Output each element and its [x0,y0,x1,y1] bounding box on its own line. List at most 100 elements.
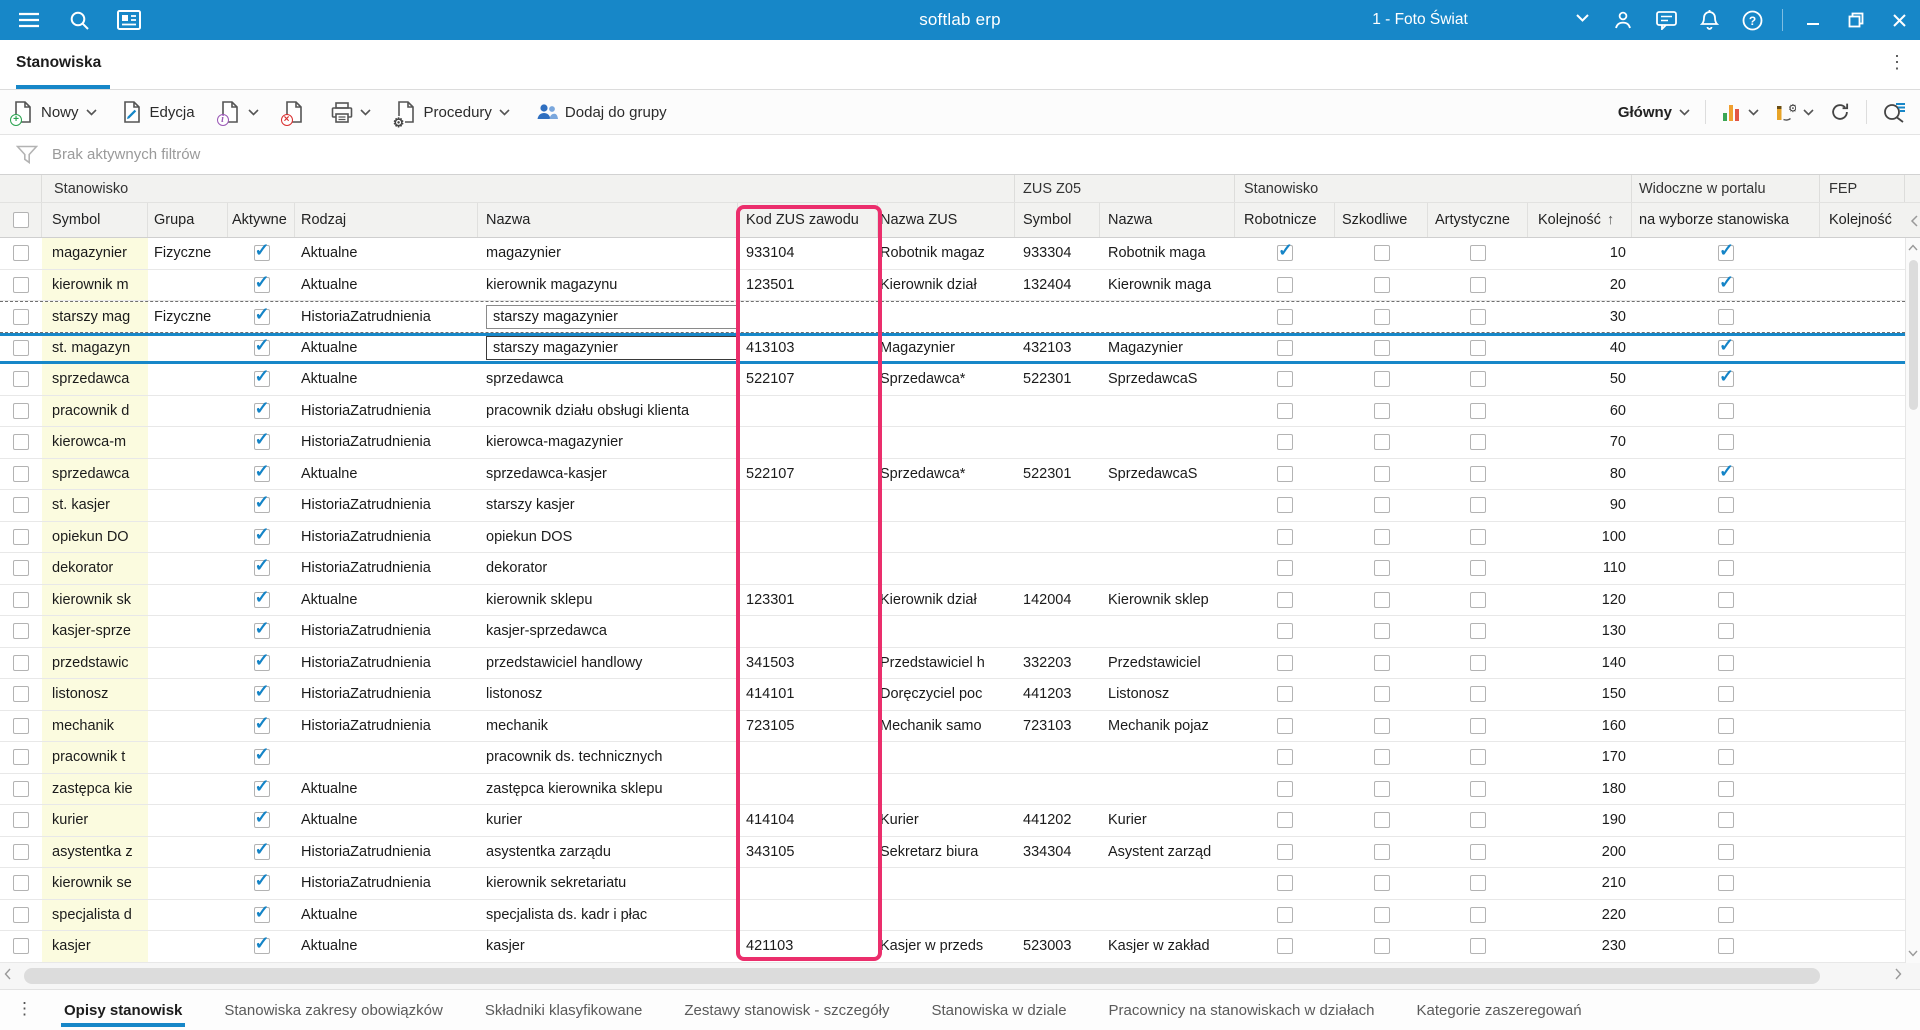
artystyczne-checkbox[interactable] [1470,843,1486,860]
aktywne-checkbox[interactable] [253,587,270,608]
artystyczne-checkbox[interactable] [1470,276,1486,293]
szkodliwe-checkbox[interactable] [1373,465,1390,482]
szkodliwe-checkbox[interactable] [1373,560,1390,577]
add-to-group-button[interactable]: Dodaj do grupy [536,103,667,121]
delete-document-button[interactable]: × [280,101,305,126]
search-rows-button[interactable] [1882,101,1906,123]
row-checkbox[interactable] [13,560,29,577]
na-wyborze-checkbox[interactable] [1718,623,1734,640]
row-checkbox[interactable] [13,843,29,860]
szkodliwe-checkbox[interactable] [1373,717,1390,734]
horizontal-scroll-thumb[interactable] [24,968,1820,984]
row-select-cell[interactable] [0,742,42,773]
row-select-cell[interactable] [0,805,42,836]
row-checkbox[interactable] [13,591,29,608]
na-wyborze-checkbox[interactable] [1718,560,1734,577]
header-na-wyborze[interactable]: na wyborze stanowiska [1632,203,1820,237]
artystyczne-checkbox[interactable] [1470,402,1486,419]
aktywne-checkbox[interactable] [253,744,270,766]
filter-funnel-icon[interactable] [16,145,38,164]
row-checkbox[interactable] [13,938,29,955]
row-checkbox[interactable] [13,402,29,419]
table-row[interactable]: kierowca-m HistoriaZatrudnienia kierowca… [0,427,1905,459]
footer-tab[interactable]: Stanowiska w dziale [931,1001,1067,1019]
row-select-cell[interactable] [0,427,42,458]
szkodliwe-checkbox[interactable] [1373,308,1390,325]
new-chevron-down-icon[interactable] [85,108,97,116]
artystyczne-checkbox[interactable] [1470,717,1486,734]
table-row[interactable]: st. kasjer HistoriaZatrudnienia starszy … [0,490,1905,522]
row-checkbox[interactable] [13,875,29,892]
na-wyborze-checkbox[interactable] [1718,461,1734,482]
row-checkbox[interactable] [13,749,29,766]
aktywne-checkbox[interactable] [253,902,270,923]
vertical-scroll-thumb[interactable] [1909,260,1918,410]
robotnicze-checkbox[interactable] [1277,371,1293,388]
table-row[interactable]: specjalista d Aktualne specjalista ds. k… [0,899,1905,931]
row-select-cell[interactable] [0,679,42,710]
row-checkbox[interactable] [13,465,29,482]
user-icon[interactable] [1610,7,1636,33]
table-row[interactable]: magazynier Fizyczne Aktualne magazynier … [0,238,1905,270]
row-select-cell[interactable] [0,648,42,679]
robotnicze-checkbox[interactable] [1277,812,1293,829]
collapse-panel-chevron-icon[interactable] [1910,215,1918,227]
table-row[interactable]: starszy mag Fizyczne HistoriaZatrudnieni… [0,301,1905,333]
robotnicze-checkbox[interactable] [1277,497,1293,514]
table-row[interactable]: kurier Aktualne kurier 414104 Kurier 441… [0,805,1905,837]
artystyczne-checkbox[interactable] [1470,434,1486,451]
szkodliwe-checkbox[interactable] [1373,245,1390,262]
robotnicze-checkbox[interactable] [1277,843,1293,860]
aktywne-checkbox[interactable] [253,807,270,829]
szkodliwe-checkbox[interactable] [1373,434,1390,451]
header-rodzaj[interactable]: Rodzaj [295,203,478,237]
aktywne-checkbox[interactable] [253,240,270,262]
table-row[interactable]: mechanik HistoriaZatrudnienia mechanik 7… [0,710,1905,742]
footer-tab[interactable]: Składniki klasyfikowane [484,1001,643,1019]
artystyczne-checkbox[interactable] [1470,528,1486,545]
szkodliwe-checkbox[interactable] [1373,812,1390,829]
table-row[interactable]: sprzedawca Aktualne sprzedawca-kasjer 52… [0,458,1905,490]
robotnicze-checkbox[interactable] [1277,340,1293,357]
szkodliwe-checkbox[interactable] [1373,843,1390,860]
row-select-cell[interactable] [0,585,42,616]
row-select-cell[interactable] [0,553,42,584]
table-row[interactable]: kasjer-sprze HistoriaZatrudnienia kasjer… [0,616,1905,648]
szkodliwe-checkbox[interactable] [1373,340,1390,357]
company-chevron-down-icon[interactable] [1576,14,1589,22]
procedures-button[interactable]: ⚙ Procedury [392,101,510,129]
close-button[interactable] [1886,7,1912,33]
row-select-cell[interactable] [0,336,42,362]
robotnicze-checkbox[interactable] [1277,591,1293,608]
na-wyborze-checkbox[interactable] [1718,906,1734,923]
vertical-scrollbar[interactable] [1905,238,1920,963]
header-kolejnosc[interactable]: Kolejność ↑ [1528,203,1632,237]
na-wyborze-checkbox[interactable] [1718,749,1734,766]
szkodliwe-checkbox[interactable] [1373,875,1390,892]
footer-tab[interactable]: Kategorie zaszeregowań [1416,1001,1582,1019]
artystyczne-checkbox[interactable] [1470,371,1486,388]
tab-stanowiska[interactable]: Stanowiska [16,54,102,71]
header-artystyczne[interactable]: Artystyczne [1428,203,1528,237]
analysis-settings-button[interactable]: ⚙ [1774,102,1814,122]
na-wyborze-checkbox[interactable] [1718,875,1734,892]
aktywne-checkbox[interactable] [253,933,270,955]
artystyczne-checkbox[interactable] [1470,812,1486,829]
header-kod-zus[interactable]: Kod ZUS zawodu [738,203,878,237]
header-z05-symbol[interactable]: Symbol [1015,203,1100,237]
messages-icon[interactable] [1653,7,1679,33]
artystyczne-checkbox[interactable] [1470,938,1486,955]
robotnicze-checkbox[interactable] [1277,686,1293,703]
szkodliwe-checkbox[interactable] [1373,528,1390,545]
robotnicze-checkbox[interactable] [1277,276,1293,293]
row-checkbox[interactable] [13,717,29,734]
aktywne-checkbox[interactable] [253,524,270,545]
robotnicze-checkbox[interactable] [1277,465,1293,482]
print-chevron-down-icon[interactable] [359,108,371,116]
cards-view-icon[interactable] [116,7,142,33]
aktywne-checkbox[interactable] [253,618,270,640]
header-fep-kolejnosc[interactable]: Kolejność [1829,212,1892,228]
row-select-cell[interactable] [0,396,42,427]
row-checkbox[interactable] [13,623,29,640]
layout-chevron-down-icon[interactable] [1679,108,1690,116]
